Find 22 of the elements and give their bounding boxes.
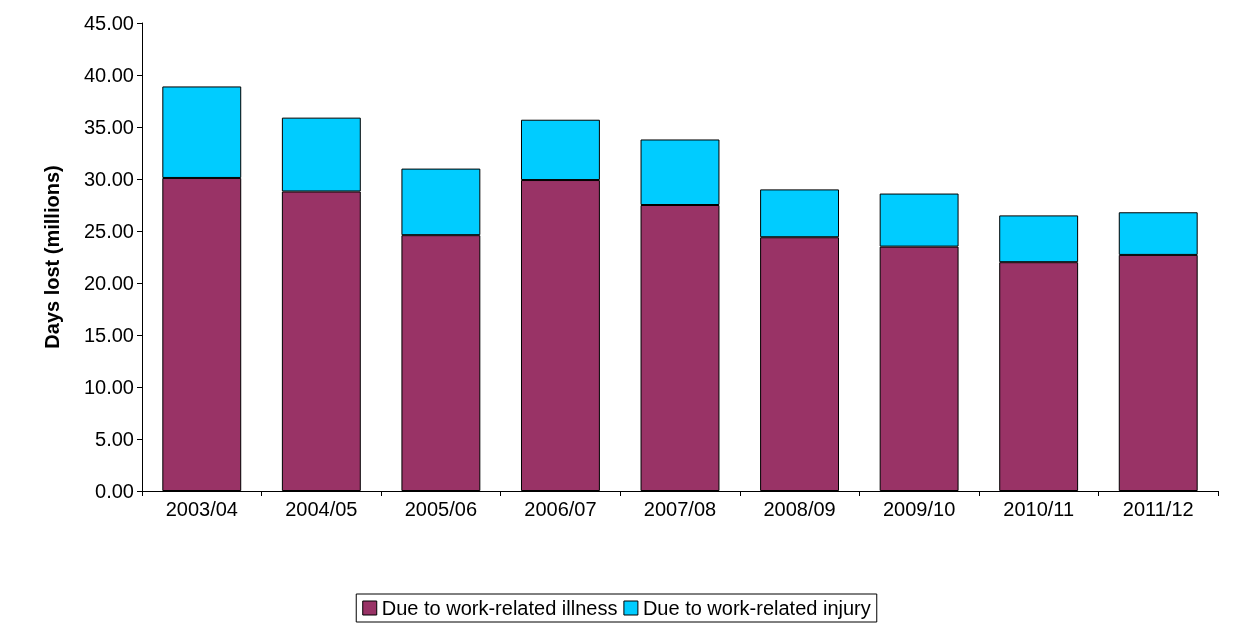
x-tick-label: 2007/08 <box>643 498 717 520</box>
x-tick-label: 2010/11 <box>1003 498 1075 520</box>
x-tick-label: 2009/10 <box>882 498 956 520</box>
y-tick-label: 5.00 <box>95 428 134 450</box>
x-tick-label: 2008/09 <box>763 498 836 520</box>
x-tick-label: 2005/06 <box>404 498 478 520</box>
x-tick-label: 2003/04 <box>165 498 238 520</box>
legend-label: Due to work-related illness <box>381 597 618 619</box>
y-tick-label: 45.00 <box>83 12 134 34</box>
x-tick-label: 2004/05 <box>285 498 358 520</box>
y-tick-label: 40.00 <box>83 64 134 86</box>
x-tick-label: 2011/12 <box>1122 498 1194 520</box>
x-tick-label: 2006/07 <box>524 498 597 520</box>
y-tick-label: 25.00 <box>83 220 134 242</box>
y-tick-label: 35.00 <box>83 116 134 138</box>
legend-label: Due to work-related injury <box>642 597 871 619</box>
y-tick-label: 15.00 <box>83 324 134 346</box>
y-axis-title: Days lost (millions) <box>41 165 63 349</box>
y-tick-label: 10.00 <box>83 376 134 398</box>
y-tick-label: 30.00 <box>83 168 134 190</box>
y-tick-label: 0.00 <box>95 480 134 502</box>
y-tick-label: 20.00 <box>83 272 134 294</box>
